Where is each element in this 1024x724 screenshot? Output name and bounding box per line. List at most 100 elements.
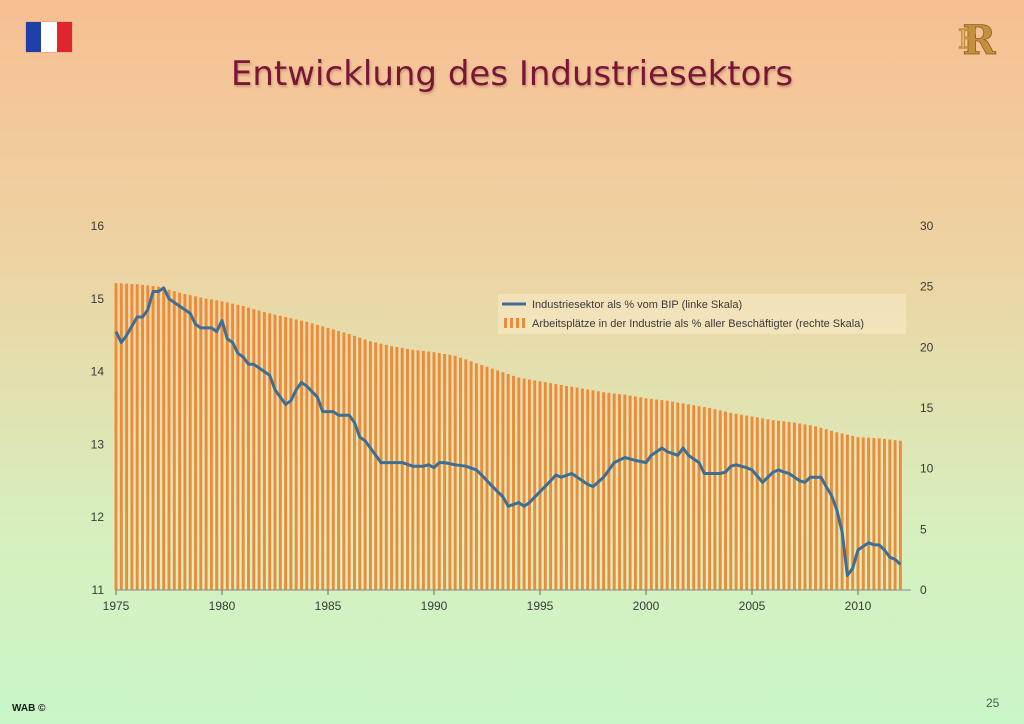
chart-bar: [172, 291, 176, 590]
chart-bar: [368, 341, 372, 590]
chart-bar: [459, 357, 462, 590]
french-flag-icon: [26, 22, 72, 52]
chart-bar: [353, 335, 356, 590]
chart-bar: [262, 312, 266, 590]
chart-bar: [135, 284, 139, 590]
chart-bar: [183, 293, 187, 590]
footer-copyright: WAB ©: [12, 703, 46, 714]
left-tick-label: 14: [91, 365, 105, 379]
svg-text:R: R: [962, 17, 996, 64]
chart-bar: [395, 347, 399, 590]
chart-bar: [305, 321, 309, 590]
chart-bar: [893, 440, 897, 590]
chart-bar: [644, 398, 648, 590]
chart-bar: [257, 310, 261, 590]
right-tick-label: 20: [920, 340, 934, 354]
chart-bar: [337, 330, 341, 590]
chart-bar: [125, 283, 129, 590]
chart-bar: [331, 329, 335, 590]
x-tick-label: 1975: [103, 599, 130, 613]
chart-bar: [729, 412, 733, 590]
rf-monogram-logo: R F: [957, 17, 996, 64]
chart-bar: [517, 377, 521, 590]
chart-bar: [851, 435, 855, 590]
chart-bar: [538, 381, 542, 590]
chart-bar: [141, 284, 144, 590]
chart-bar: [501, 372, 505, 590]
chart-bar: [533, 380, 537, 590]
chart-bar: [119, 283, 123, 590]
chart-bar: [469, 361, 473, 590]
chart-bar: [326, 327, 330, 590]
chart-bar: [416, 350, 420, 590]
chart-bar: [247, 307, 250, 590]
flag-red-stripe: [56, 22, 72, 52]
chart-bar: [607, 392, 611, 590]
chart-bar: [554, 384, 558, 590]
chart-bar: [734, 413, 738, 590]
chart-bar: [808, 425, 812, 590]
flag-white-stripe: [41, 22, 57, 52]
chart-bar: [374, 342, 378, 590]
chart-bar: [384, 344, 388, 590]
chart-bar: [596, 391, 600, 590]
flag-blue-stripe: [26, 22, 42, 52]
legend-bar-swatch: [516, 318, 519, 328]
svg-text:F: F: [958, 25, 976, 55]
chart-bar: [480, 364, 484, 590]
chart-bar: [750, 416, 754, 590]
chart-bar: [771, 420, 775, 590]
x-tick-label: 1980: [209, 599, 236, 613]
chart-bar: [830, 430, 833, 590]
chart-bar: [151, 286, 155, 590]
chart-bar: [358, 337, 362, 590]
chart-bar: [485, 366, 489, 590]
chart-bar: [570, 386, 574, 590]
chart-bar: [824, 429, 828, 590]
chart-bar: [400, 347, 404, 590]
chart-bar: [692, 405, 696, 590]
chart-bar: [474, 363, 478, 590]
chart-bar: [586, 389, 590, 590]
legend-box: [498, 294, 906, 334]
chart-bar: [278, 315, 282, 590]
chart-bar: [792, 422, 796, 590]
x-tick-label: 2010: [845, 599, 872, 613]
x-tick-label: 2000: [633, 599, 660, 613]
legend-label-line: Industriesektor als % vom BIP (linke Ska…: [532, 299, 742, 311]
x-tick-label: 1995: [527, 599, 554, 613]
chart-bar: [268, 313, 272, 590]
chart-bar: [602, 392, 606, 590]
chart-bar: [231, 303, 235, 590]
chart-bar: [660, 400, 664, 590]
chart-bar: [798, 423, 802, 590]
chart-bar: [167, 289, 171, 590]
chart-bar: [162, 288, 166, 590]
chart-bar: [421, 350, 425, 590]
chart-bar: [840, 433, 844, 590]
chart-bar: [739, 414, 743, 590]
x-tick-label: 2005: [739, 599, 766, 613]
chart-bar: [448, 354, 452, 590]
chart-bar: [803, 424, 807, 590]
chart-bar: [527, 379, 531, 590]
chart-bar: [347, 333, 351, 590]
chart-bar: [432, 352, 436, 590]
chart-bar: [156, 286, 160, 590]
chart-bar: [591, 390, 595, 590]
chart-bar: [225, 302, 229, 590]
chart-bar: [708, 408, 712, 590]
line-series-industrie-bip: [114, 286, 902, 577]
chart-bar: [188, 295, 192, 590]
chart-bar: [649, 398, 653, 590]
x-tick-label: 1985: [315, 599, 342, 613]
chart-bar: [628, 395, 632, 590]
chart-bar: [724, 411, 727, 590]
chart-bar: [888, 439, 892, 590]
chart-bar: [363, 339, 367, 590]
chart-bar: [639, 397, 643, 590]
chart-bar: [856, 437, 860, 590]
right-tick-label: 15: [920, 401, 934, 415]
chart-bar: [898, 440, 902, 590]
